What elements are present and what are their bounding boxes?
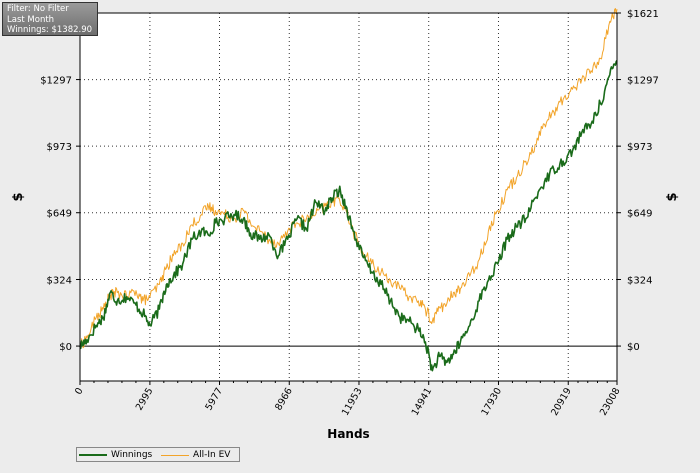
x-tick-label: 0	[73, 386, 86, 397]
filter-text: Filter: No Filter	[7, 4, 69, 14]
y-tick-label-right: $1297	[627, 76, 659, 87]
y-axis-label-left: $	[11, 192, 26, 201]
y-axis-label-right: $	[665, 192, 680, 201]
y-tick-label-left: $1297	[40, 76, 72, 87]
plot-area	[80, 13, 617, 381]
x-tick-label: 20919	[549, 386, 574, 418]
y-tick-label-right: $1621	[627, 9, 659, 20]
y-tick-label-left: $973	[47, 142, 72, 153]
x-tick-label: 23008	[598, 386, 623, 418]
x-tick-label: 2995	[134, 386, 156, 412]
x-tick-label: 17930	[479, 386, 504, 418]
y-tick-label-left: $649	[47, 209, 72, 220]
plot-border	[79, 12, 618, 382]
legend-label-winnings: Winnings	[111, 450, 153, 460]
x-axis-label: Hands	[327, 427, 369, 441]
winnings-text: Winnings: $1382.90	[7, 25, 93, 35]
y-tick-label-right: $0	[627, 342, 640, 353]
y-tick-label-right: $649	[627, 209, 652, 220]
all-in-ev-line	[79, 8, 618, 349]
filter-info-box: Filter: No Filter Last Month Winnings: $…	[2, 2, 98, 36]
legend-item-winnings: Winnings	[79, 449, 152, 461]
x-tick-label: 5977	[203, 386, 225, 412]
x-tick-label: 8966	[273, 386, 295, 412]
y-tick-label-left: $0	[59, 342, 72, 353]
y-tick-label-left: $324	[47, 275, 72, 286]
winnings-swatch	[79, 454, 107, 456]
x-tick-label: 14941	[410, 386, 435, 418]
y-tick-label-right: $324	[627, 275, 652, 286]
all-in-ev-swatch	[161, 454, 189, 456]
series-layer	[79, 8, 618, 372]
period-text: Last Month	[7, 14, 55, 25]
legend: Winnings All-In EV	[76, 447, 240, 462]
winnings-line	[79, 60, 618, 372]
legend-label-all-in-ev: All-In EV	[193, 450, 231, 460]
y-tick-label-right: $973	[627, 142, 652, 153]
legend-item-all-in-ev: All-In EV	[161, 449, 230, 461]
x-tick-label: 11953	[340, 386, 365, 418]
